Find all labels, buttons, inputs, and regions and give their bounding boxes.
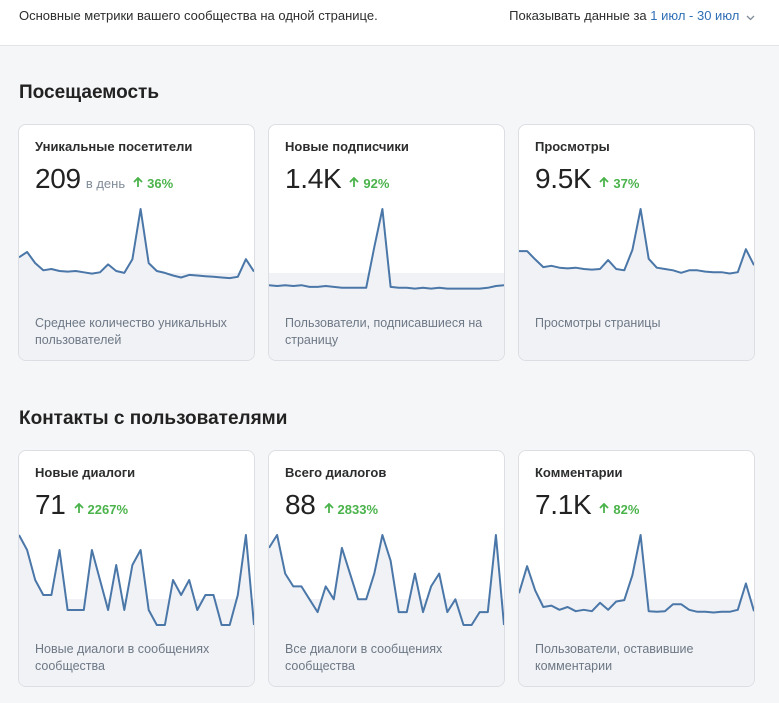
period-range: 1 июл - 30 июл: [650, 8, 740, 23]
metric-value: 9.5K: [535, 163, 592, 194]
sparkline-chart: [19, 208, 254, 303]
metric-title: Новые диалоги: [35, 465, 136, 480]
metric-change-value: 2833%: [337, 502, 379, 517]
sparkline-line: [19, 534, 254, 626]
metric-card-comments[interactable]: Комментарии 7.1K 82% Пользователи, остави…: [518, 450, 755, 687]
metric-card-page-views[interactable]: Просмотры 9.5K 37% Просмотры страницы: [518, 124, 755, 361]
sparkline-line: [269, 534, 504, 626]
metric-card-total-dialogs[interactable]: Всего диалогов 88 2833% Все диалоги в соо…: [268, 450, 505, 687]
metric-change-value: 2267%: [87, 502, 129, 517]
metric-caption: Пользователи, подписавшиеся на страницу: [285, 316, 483, 347]
metric-caption: Новые диалоги в сообщениях сообщества: [35, 642, 210, 673]
sparkline-chart: [519, 208, 754, 303]
arrow-up-icon: [323, 502, 334, 517]
metric-card-unique-visitors[interactable]: Уникальные посетители 209 в день 36% Средн…: [18, 124, 255, 361]
metric-title: Комментарии: [535, 465, 623, 480]
metric-title: Уникальные посетители: [35, 139, 193, 154]
sparkline-chart: [269, 208, 504, 303]
metric-change-value: 92%: [363, 176, 390, 191]
section-title-contacts: Контакты с пользователями: [19, 408, 288, 429]
sparkline-area: [519, 209, 754, 303]
sparkline-chart: [519, 534, 754, 629]
metric-value-row: 1.4K 92%: [285, 163, 389, 195]
metric-change-value: 36%: [147, 176, 174, 191]
metric-unit: в день: [85, 176, 126, 191]
metric-value: 71: [35, 489, 66, 520]
sparkline-line: [269, 208, 504, 290]
metric-title: Новые подписчики: [285, 139, 409, 154]
metric-value: 88: [285, 489, 316, 520]
metric-value-row: 88 2833%: [285, 489, 378, 521]
metric-change-value: 37%: [613, 176, 640, 191]
metric-value-row: 209 в день 36%: [35, 163, 173, 195]
sparkline-area: [19, 209, 254, 303]
metric-change: 37%: [599, 176, 639, 191]
metric-caption: Пользователи, оставившие комментарии: [535, 642, 694, 673]
metric-caption: Все диалоги в сообщениях сообщества: [285, 642, 443, 673]
metric-caption: Просмотры страницы: [535, 316, 661, 330]
period-label: Показывать данные за: [509, 8, 647, 23]
top-bar: Основные метрики вашего сообщества на од…: [0, 0, 779, 46]
sparkline-area: [519, 535, 754, 629]
metric-value: 209: [35, 163, 81, 194]
metric-change: 36%: [133, 176, 173, 191]
metric-change: 2833%: [323, 502, 379, 517]
metric-value-row: 7.1K 82%: [535, 489, 639, 521]
period-selector[interactable]: Показывать данные за 1 июл - 30 июл: [509, 8, 755, 24]
metric-value: 7.1K: [535, 489, 592, 520]
metric-title: Просмотры: [535, 139, 610, 154]
arrow-up-icon: [599, 502, 610, 517]
chevron-down-icon: [746, 9, 755, 24]
metric-change: 82%: [599, 502, 639, 517]
sparkline-line: [519, 208, 754, 275]
section-title-attendance: Посещаемость: [19, 82, 160, 103]
metric-change: 92%: [349, 176, 389, 191]
metric-caption: Среднее количество уникальных пользовате…: [35, 316, 227, 347]
metric-value-row: 9.5K 37%: [535, 163, 639, 195]
sparkline-chart: [19, 534, 254, 629]
metric-change: 2267%: [73, 502, 129, 517]
arrow-up-icon: [599, 176, 610, 191]
metric-card-new-dialogs[interactable]: Новые диалоги 71 2267% Новые диалоги в со…: [18, 450, 255, 687]
arrow-up-icon: [73, 502, 84, 517]
metric-change-value: 82%: [613, 502, 640, 517]
metric-title: Всего диалогов: [285, 465, 387, 480]
arrow-up-icon: [349, 176, 360, 191]
sparkline-chart: [269, 534, 504, 629]
page-description: Основные метрики вашего сообщества на од…: [19, 8, 378, 23]
metric-card-new-subscribers[interactable]: Новые подписчики 1.4K 92% Пользователи, п…: [268, 124, 505, 361]
arrow-up-icon: [133, 176, 143, 191]
metric-value-row: 71 2267%: [35, 489, 128, 521]
sparkline-line: [19, 208, 254, 280]
sparkline-line: [519, 534, 754, 614]
metric-value: 1.4K: [285, 163, 342, 194]
